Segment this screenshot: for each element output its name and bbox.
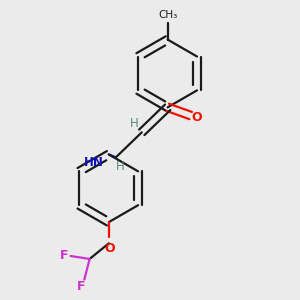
Text: HN: HN: [84, 156, 104, 169]
Text: O: O: [104, 242, 115, 255]
Text: H: H: [130, 117, 139, 130]
Text: H: H: [116, 160, 124, 173]
Text: O: O: [192, 110, 203, 124]
Text: F: F: [77, 280, 86, 292]
Text: CH₃: CH₃: [158, 10, 177, 20]
Text: F: F: [60, 249, 68, 262]
